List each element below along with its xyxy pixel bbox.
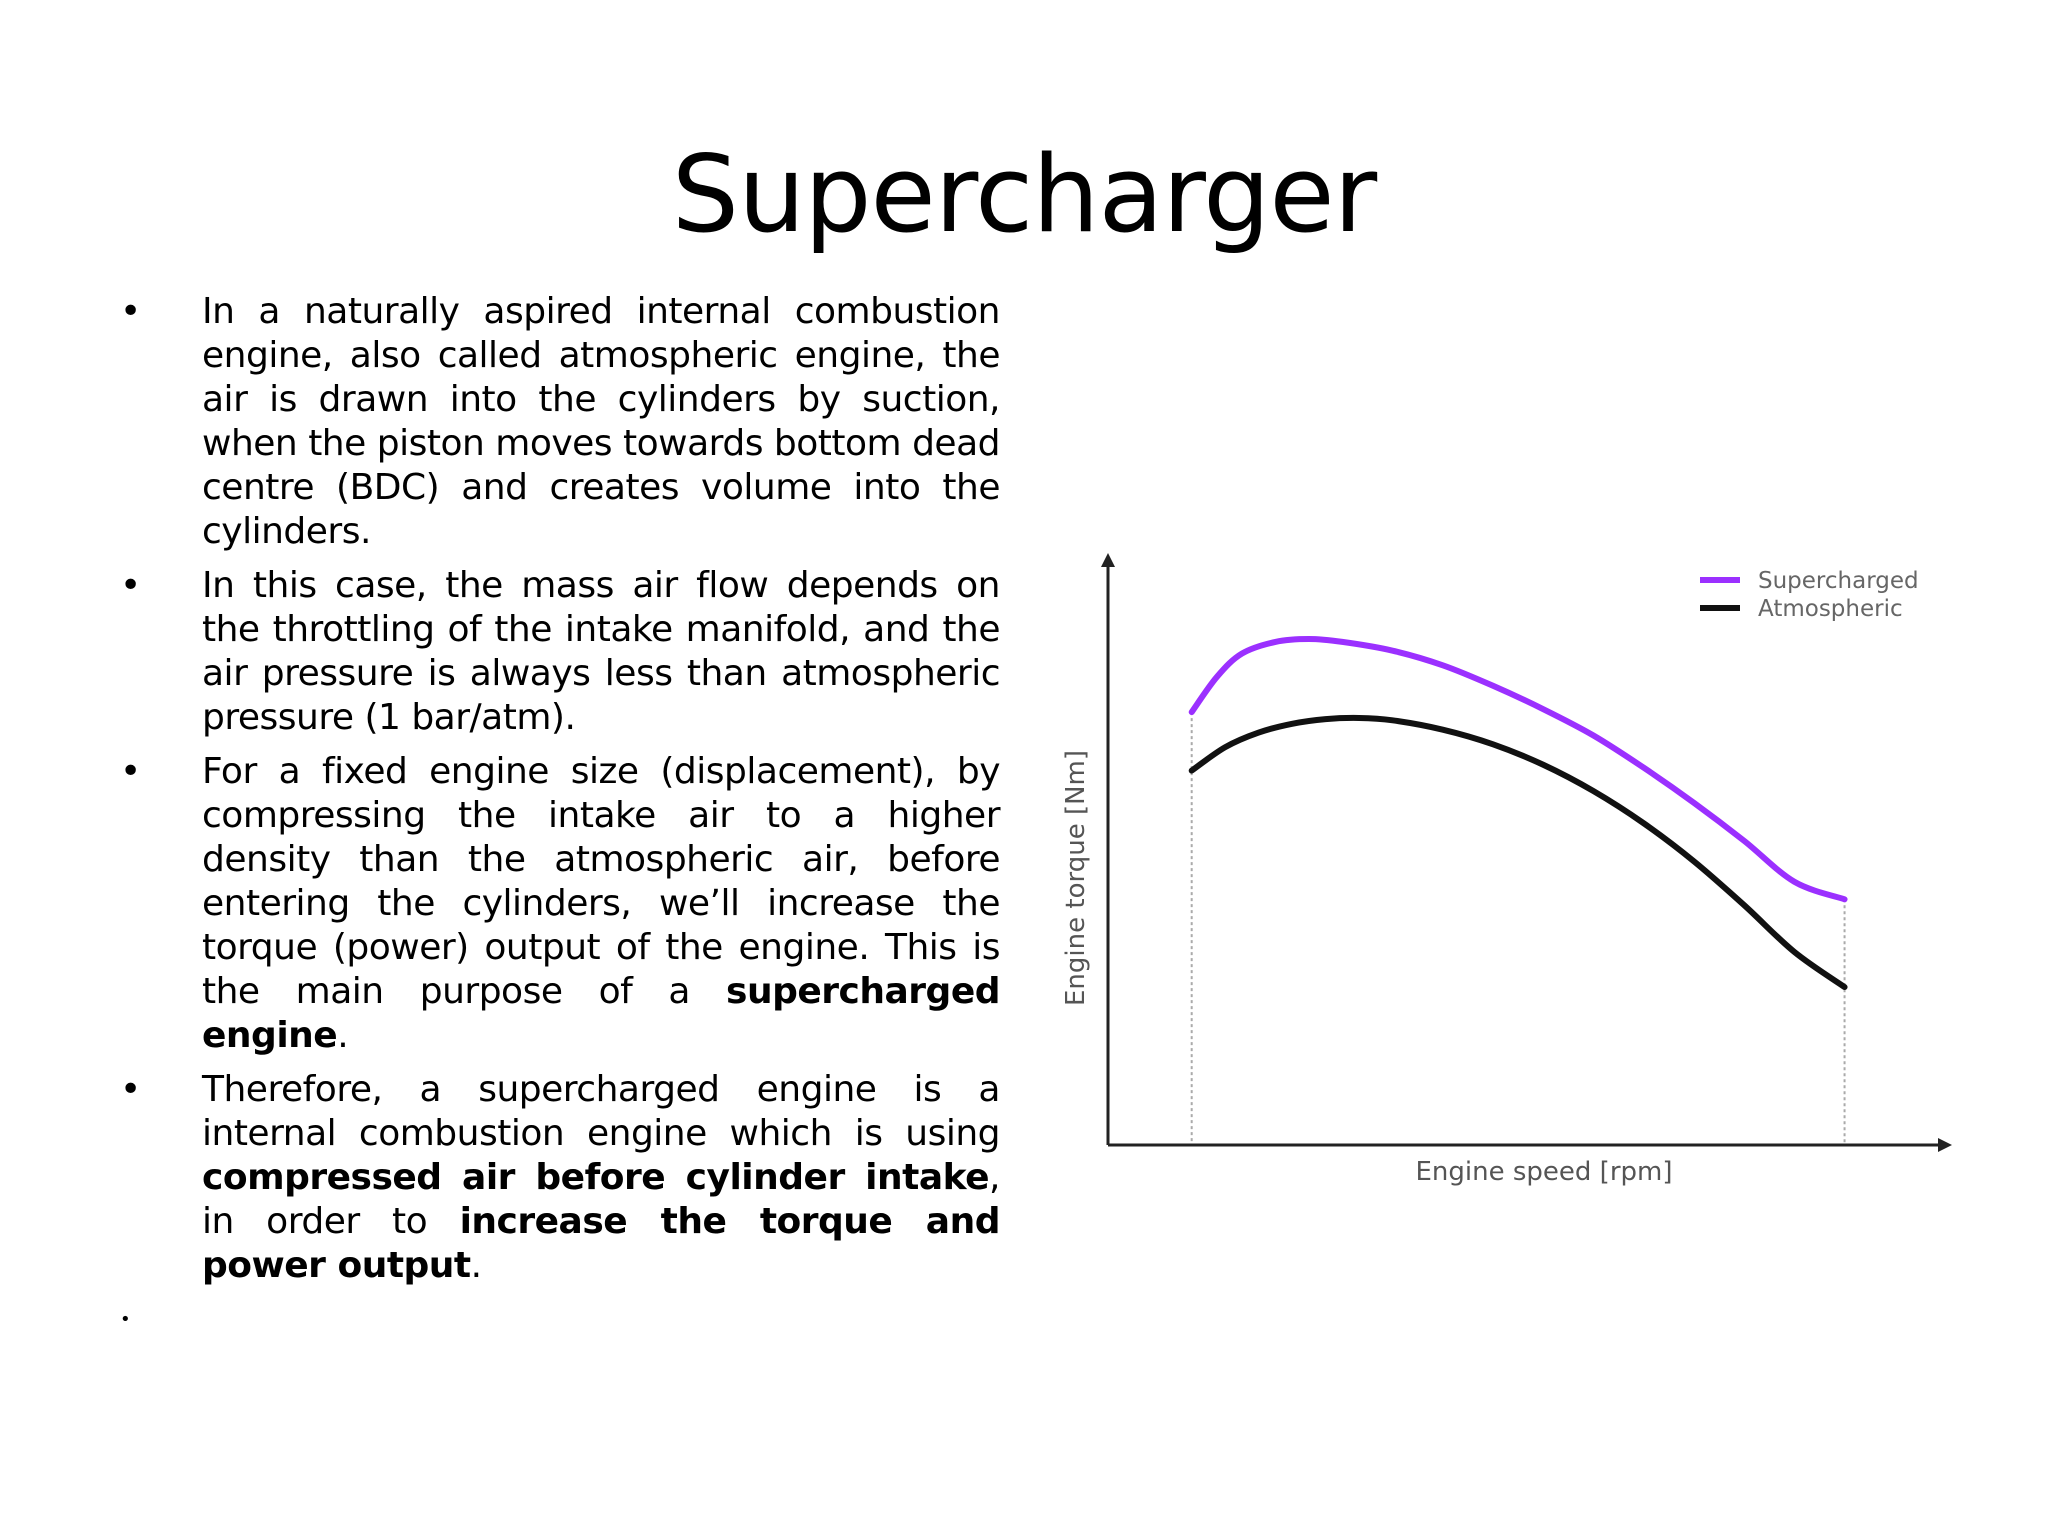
bullet-item: • For a fixed engine size (displacement),…: [120, 750, 1001, 1058]
bullet-text: In this case, the mass air flow depends …: [202, 565, 1001, 738]
bullet-text-bold: compressed air before cylinder intake: [202, 1157, 990, 1198]
bullet-text-bold: supercharged engine: [202, 971, 1001, 1056]
series-line-supercharged: [1188, 635, 1848, 903]
torque-chart: Engine speed [rpm] Engine torque [Nm] Su…: [1040, 540, 1960, 1220]
bullet-text: Therefore, a supercharged engine is a in…: [202, 1069, 1001, 1154]
bullet-list: • In a naturally aspired internal combust…: [120, 290, 1001, 1338]
bullet-item: • In this case, the mass air flow depends…: [120, 564, 1001, 740]
bullet-marker: •: [120, 751, 141, 792]
bullet-marker: •: [120, 1069, 141, 1110]
bullet-marker: •: [120, 1309, 131, 1330]
slide-title: Supercharger: [671, 133, 1377, 256]
bullet-text: For a fixed engine size (displacement), …: [202, 751, 1001, 1012]
bullet-text: , in order to: [202, 1157, 1001, 1242]
bullet-text: .: [470, 1245, 482, 1286]
bullet-text: In a naturally aspired internal combusti…: [202, 291, 1001, 552]
series-line-atmospheric: [1188, 714, 1848, 991]
bullet-marker: •: [120, 565, 141, 606]
x-axis-label: Engine speed [rpm]: [1416, 1157, 1673, 1187]
legend-label: Atmospheric: [1758, 596, 1903, 622]
bullet-item-empty: •: [120, 1298, 1000, 1330]
bullet-item: • In a naturally aspired internal combust…: [120, 290, 1001, 554]
y-axis-label: Engine torque [Nm]: [1061, 750, 1091, 1006]
legend-label: Supercharged: [1758, 568, 1919, 594]
bullet-marker: •: [120, 291, 141, 332]
bullet-text: .: [337, 1015, 349, 1056]
bullet-item: • Therefore, a supercharged engine is a i…: [120, 1068, 1001, 1288]
torque-chart-svg: Engine speed [rpm] Engine torque [Nm] Su…: [1061, 553, 1952, 1187]
bullet-text-bold: increase the torque and power output: [202, 1201, 1001, 1286]
